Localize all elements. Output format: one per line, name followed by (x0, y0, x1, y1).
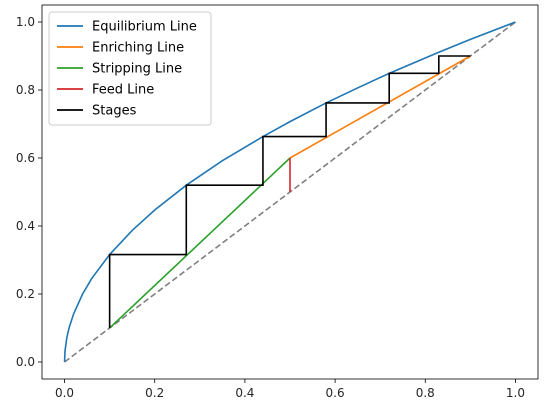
x-tick-label: 0.6 (326, 386, 345, 400)
ticks-layer: 0.0 0.2 0.4 0.6 0.8 1.0 0.0 0.2 0.4 0.6 0.8 1.0 (16, 15, 525, 400)
x-tick-label: 0.2 (145, 386, 164, 400)
x-tick-label: 1.0 (506, 386, 525, 400)
y-tick-label: 0.8 (16, 83, 35, 97)
y-tick-label: 0.4 (16, 219, 35, 233)
y-tick-label: 1.0 (16, 15, 35, 29)
plot-frame (41, 4, 539, 380)
series-line-enriching-line (289, 55, 471, 159)
y-tick-label: 0.2 (16, 287, 35, 301)
legend-label-stripping-line: Stripping Line (92, 62, 182, 77)
legend-label-enriching-line: Enriching Line (92, 41, 184, 56)
y-tick-label: 0.6 (16, 151, 35, 165)
legend-label-stages: Stages (92, 104, 137, 119)
x-tick-label: 0.0 (55, 386, 74, 400)
lines-layer (63, 21, 516, 363)
legend-label-feed-line: Feed Line (92, 83, 154, 98)
y-tick-label: 0.0 (16, 355, 35, 369)
legend: Equilibrium Line Enriching Line Stripping … (48, 11, 212, 126)
legend-label-equilibrium-line: Equilibrium Line (92, 20, 197, 35)
series-line-stages (108, 55, 471, 328)
legend-box (48, 11, 212, 126)
series-line-stripping-line (109, 157, 291, 329)
x-tick-label: 0.8 (416, 386, 435, 400)
x-tick-label: 0.4 (235, 386, 254, 400)
